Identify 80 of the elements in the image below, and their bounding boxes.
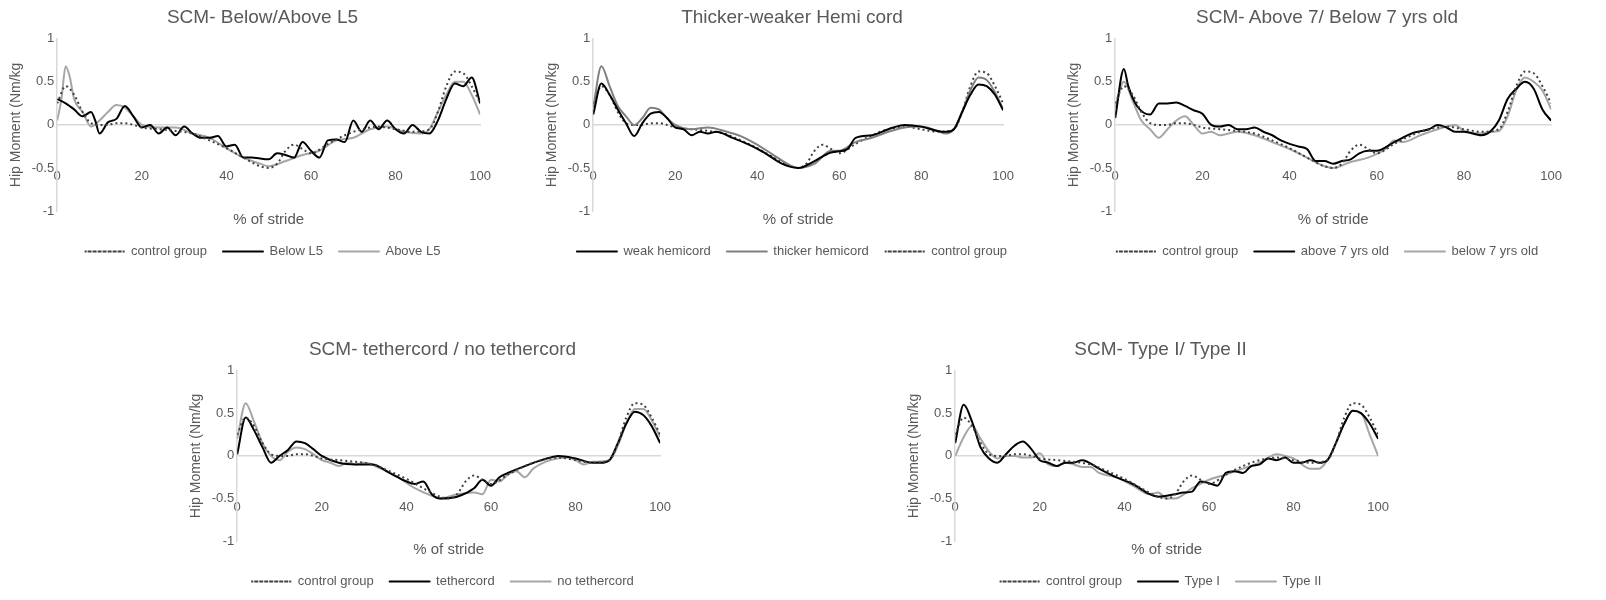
x-tick-label: 20 (314, 499, 330, 515)
chart-title: SCM- Below/Above L5 (166, 5, 359, 27)
legend-label: control group (297, 573, 374, 589)
y-tick-label: -1 (222, 532, 235, 548)
y-tick-label: -0.5 (1089, 159, 1113, 175)
x-tick-label: 100 (469, 168, 492, 184)
x-axis-title: % of stride (413, 540, 485, 558)
x-tick-label: 20 (1195, 168, 1210, 184)
y-axis-title: Hip Moment (Nm/kg (905, 393, 922, 519)
x-tick-label: 100 (992, 168, 1015, 184)
y-axis-title: Hip Moment (Nm/kg (7, 62, 24, 188)
x-tick-label: 60 (483, 499, 499, 515)
x-axis-title: % of stride (1297, 210, 1369, 228)
y-tick-label: 0.5 (1094, 73, 1113, 89)
legend-label: tethercord (436, 573, 495, 589)
x-tick-label: 40 (749, 168, 765, 184)
legend-label: control group (1046, 573, 1122, 589)
y-tick-label: 0.5 (36, 73, 55, 89)
legend-label: control group (931, 243, 1008, 259)
y-tick-label: 0 (1104, 116, 1113, 132)
y-tick-label: -1 (1100, 202, 1113, 218)
chart-title: SCM- Type I/ Type II (1074, 337, 1247, 359)
y-tick-label: -1 (940, 532, 953, 548)
y-tick-label: 0.5 (934, 404, 953, 420)
y-tick-label: 0.5 (216, 404, 235, 420)
legend-label: Type II (1282, 573, 1322, 589)
legend-label: no tethercord (557, 573, 634, 589)
x-tick-label: 60 (1201, 499, 1217, 515)
x-tick-label: 100 (1540, 168, 1563, 184)
x-tick-label: 60 (831, 168, 847, 184)
x-tick-label: 20 (134, 168, 150, 184)
y-tick-label: 1 (1104, 30, 1113, 46)
y-tick-label: -0.5 (31, 159, 55, 175)
x-tick-label: 60 (1369, 168, 1385, 184)
x-tick-label: 80 (568, 499, 583, 515)
y-tick-label: 0 (46, 116, 55, 132)
x-tick-label: 100 (1367, 499, 1390, 515)
chart-title: SCM- tethercord / no tethercord (308, 337, 577, 359)
legend-label: above 7 yrs old (1300, 243, 1389, 259)
x-tick-label: 60 (303, 168, 319, 184)
x-axis-title: % of stride (1131, 540, 1203, 558)
y-tick-label: 1 (226, 362, 235, 378)
y-axis-title: Hip Moment (Nm/kg (543, 62, 560, 188)
x-tick-label: 80 (913, 168, 929, 184)
y-tick-label: 1 (582, 30, 591, 46)
x-tick-label: 80 (1286, 499, 1301, 515)
x-tick-label: 20 (667, 168, 683, 184)
y-tick-label: -0.5 (211, 490, 235, 506)
y-tick-label: 0 (226, 447, 235, 463)
chart-title: SCM- Above 7/ Below 7 yrs old (1196, 5, 1458, 27)
legend-label: Above L5 (385, 243, 441, 259)
y-tick-label: 0 (944, 447, 953, 463)
x-tick-label: 100 (649, 499, 672, 515)
y-tick-label: -1 (578, 202, 591, 218)
y-axis-title: Hip Moment (Nm/kg (187, 393, 204, 519)
legend-label: control group (1162, 243, 1239, 259)
y-tick-label: -1 (42, 202, 55, 218)
x-tick-label: 40 (1117, 499, 1132, 515)
y-tick-label: 1 (46, 30, 55, 46)
legend-label: Type I (1184, 573, 1220, 589)
x-tick-label: 80 (388, 168, 403, 184)
y-tick-label: -0.5 (567, 159, 591, 175)
x-axis-title: % of stride (233, 210, 305, 228)
y-tick-label: -0.5 (929, 490, 953, 506)
x-tick-label: 40 (399, 499, 414, 515)
y-tick-label: 0 (582, 116, 591, 132)
legend-label: control group (131, 243, 207, 259)
chart-title: Thicker-weaker Hemi cord (681, 5, 903, 27)
x-axis-title: % of stride (762, 210, 834, 228)
legend-label: below 7 yrs old (1451, 243, 1539, 259)
y-tick-label: 1 (944, 362, 953, 378)
legend-label: Below L5 (269, 243, 323, 259)
legend-label: weak hemicord (622, 243, 711, 259)
x-tick-label: 40 (219, 168, 234, 184)
x-tick-label: 80 (1456, 168, 1472, 184)
y-tick-label: 0.5 (572, 73, 591, 89)
x-tick-label: 40 (1282, 168, 1297, 184)
x-tick-label: 20 (1032, 499, 1048, 515)
legend-label: thicker hemicord (773, 243, 869, 259)
y-axis-title: Hip Moment (Nm/kg (1065, 62, 1082, 188)
